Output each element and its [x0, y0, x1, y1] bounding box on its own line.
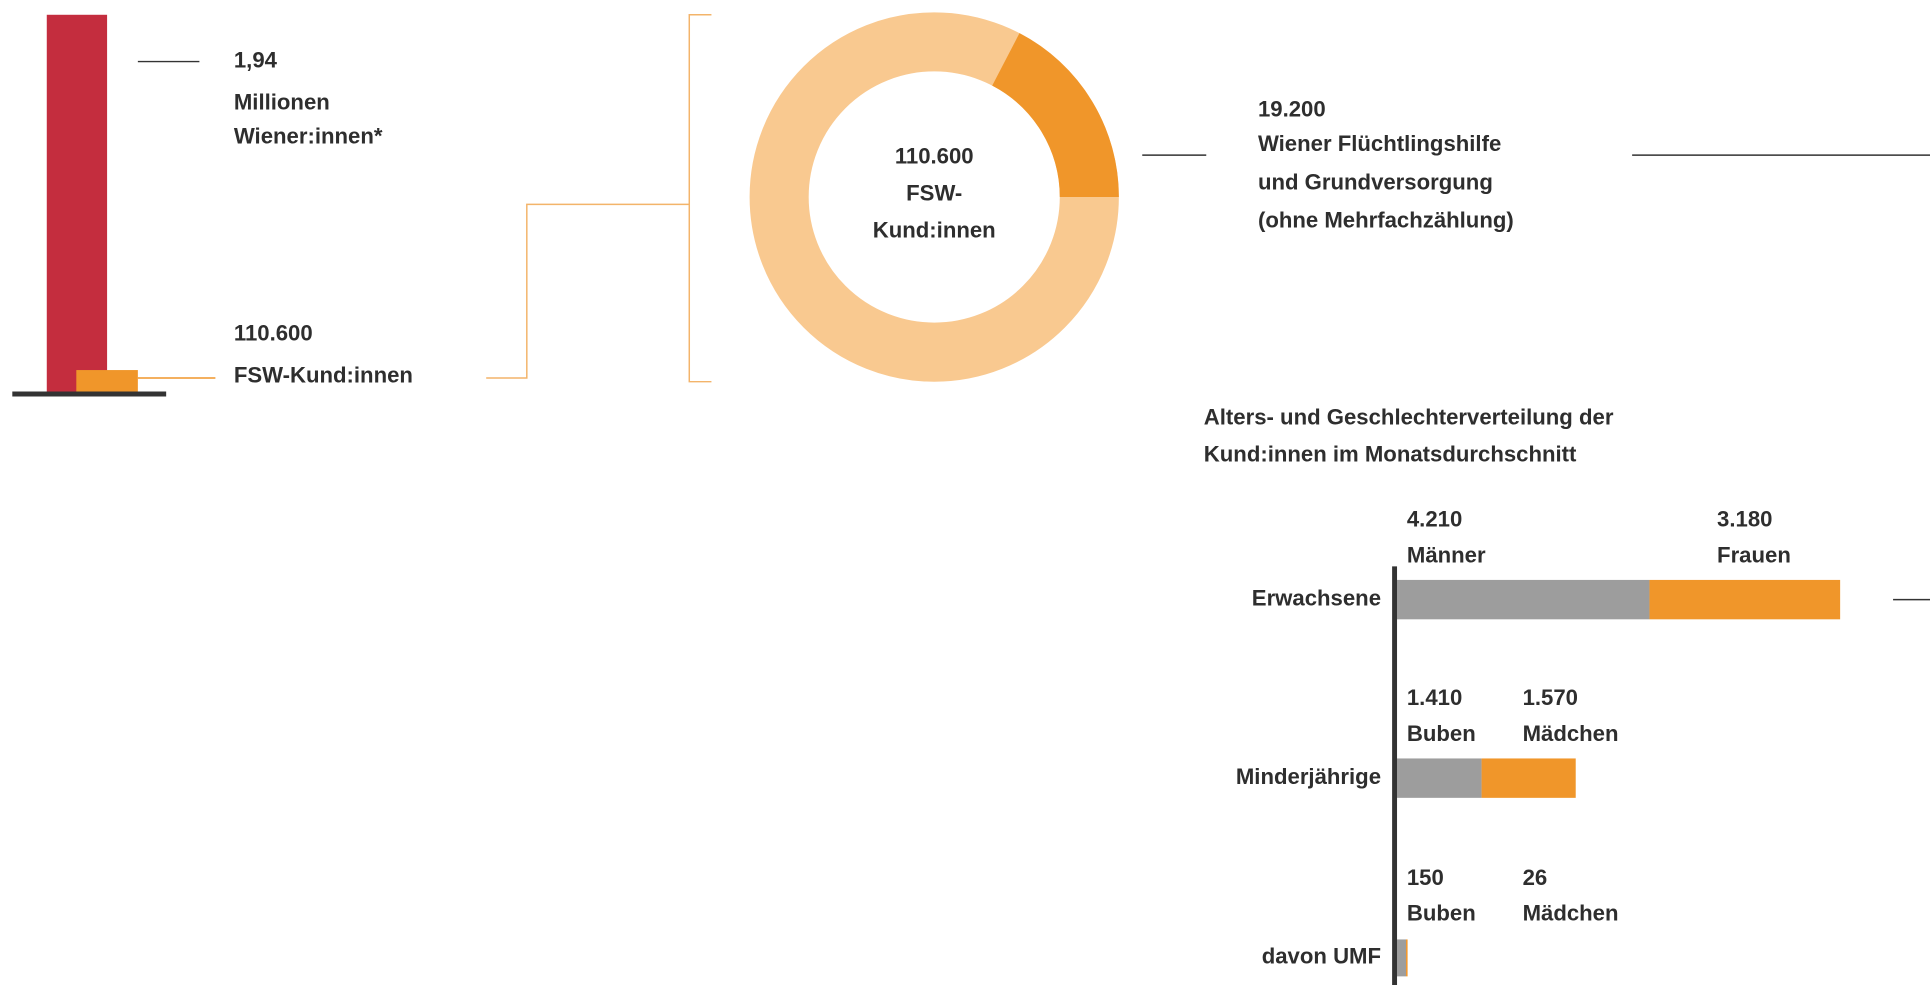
label: (ohne Mehrfachzählung): [1258, 207, 1514, 232]
bar: [46, 14, 108, 392]
value-label: 1.410: [1407, 685, 1462, 710]
value-label: 19.200: [1258, 97, 1326, 122]
value-label: 150: [1407, 865, 1444, 890]
bar-segment: [1397, 579, 1650, 620]
label: und Grundversorgung: [1258, 169, 1493, 194]
connector: [486, 203, 690, 379]
segment-label: Mädchen: [1523, 721, 1619, 746]
label: Millionen: [234, 89, 330, 114]
segment-label: Buben: [1407, 721, 1476, 746]
bar-segment: [1397, 939, 1407, 977]
category-label: Erwachsene: [1252, 585, 1381, 610]
value-label: 3.180: [1717, 507, 1772, 532]
center-value: 110.600: [895, 143, 974, 168]
bar-segment: [1397, 758, 1482, 798]
segment-label: Buben: [1407, 901, 1476, 926]
bar: [76, 370, 138, 392]
connectors: [137, 14, 1930, 601]
value-label: 26: [1523, 865, 1548, 890]
value-label: 4.210: [1407, 507, 1462, 532]
value-label: 1.570: [1523, 685, 1578, 710]
category-label: davon UMF: [1262, 944, 1381, 969]
segment-label: Frauen: [1717, 542, 1791, 567]
donut-segment: [991, 33, 1119, 198]
segment-label: Männer: [1407, 542, 1486, 567]
segment-label: Mädchen: [1523, 901, 1619, 926]
label: FSW-Kund:innen: [234, 363, 413, 388]
title: Kund:innen im Monatsdurchschnitt: [1204, 441, 1577, 466]
bracket: [688, 14, 712, 383]
bar-segment: [1481, 758, 1576, 798]
center-label: FSW-: [906, 180, 962, 205]
bar-segment: [1406, 939, 1408, 977]
value-label: 1,94: [234, 47, 278, 72]
label: Wiener Flüchtlingshilfe: [1258, 131, 1501, 156]
center-label: Kund:innen: [873, 217, 996, 242]
category-label: Minderjährige: [1236, 764, 1381, 789]
bar-segment: [1649, 579, 1841, 620]
value-label: 110.600: [234, 321, 313, 346]
label: Wiener:innen*: [234, 124, 383, 149]
title: Alters- und Geschlechterverteilung der: [1204, 404, 1614, 429]
